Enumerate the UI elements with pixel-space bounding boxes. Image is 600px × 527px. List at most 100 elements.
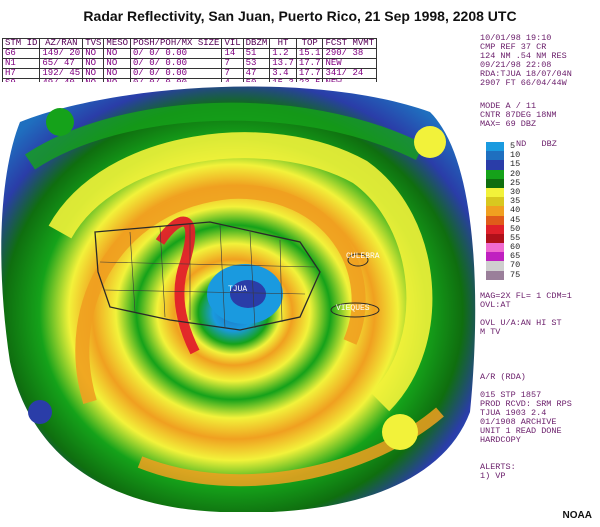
table-row: H7 192/ 45 NO NO 0/ 0/ 0.00 7 47 3.4 17.7 341/ 24	[1, 68, 378, 79]
legend-header-nd: ND	[516, 139, 527, 149]
spiral-band-3	[155, 216, 200, 355]
panel-line: RDA:TJUA 18/07/04N	[480, 69, 572, 79]
panel-top-lines: 10/01/98 19:10 CMP REF 37 CR 124 NM .54 NM…	[480, 34, 600, 88]
legend-label: 40	[510, 205, 521, 216]
panel-line	[480, 346, 572, 355]
figure-title: Radar Reflectivity, San Juan, Puerto Ric…	[83, 8, 517, 24]
table-cell: 17.7	[295, 58, 324, 69]
cell-table-header-cell: TVS	[82, 38, 105, 49]
legend-label: 60	[510, 242, 521, 253]
echo-cell	[382, 414, 418, 450]
legend-label: 20	[510, 168, 521, 179]
legend-swatch	[486, 233, 504, 244]
panel-line: M TV	[480, 327, 501, 337]
legend-header-dbz: DBZ	[541, 139, 557, 149]
panel-line: PROD RCVD: SRM RPS	[480, 399, 572, 409]
tjua-label: TJUA	[228, 285, 248, 294]
legend-swatch	[486, 197, 504, 207]
cell-table-header-cell: TOP	[295, 38, 324, 49]
cell-table-header-cell: POSH/POH/MX SIZE	[130, 38, 223, 49]
table-cell: 149/ 20	[39, 48, 84, 59]
legend-swatch	[486, 243, 504, 253]
table-cell: NO	[82, 68, 105, 79]
spiral-band-4	[25, 102, 425, 170]
panel-line: 124 NM .54 NM RES	[480, 51, 567, 61]
echo-cell	[414, 126, 446, 158]
legend-label: 30	[510, 186, 521, 197]
cell-table-header-cell: HT	[269, 38, 297, 49]
table-cell: 7	[221, 58, 244, 69]
legend-label: 10	[510, 150, 521, 161]
cell-table-header: STM ID AZ/RAN TVS MESO POSH/POH/MX SIZE VIL DB…	[1, 38, 378, 49]
panel-line: CMP REF 37 CR	[480, 42, 547, 52]
panel-line: OVL:AT	[480, 300, 511, 310]
table-cell: 15.1	[295, 48, 324, 59]
cell-table-header-cell: MESO	[103, 38, 132, 49]
table-row: G6 149/ 20 NO NO 0/ 0/ 0.00 14 51 1.2 15.1 290/ 3…	[1, 48, 378, 59]
legend-swatch	[486, 187, 504, 198]
table-cell: 0/ 0/ 0.00	[130, 68, 223, 79]
echo-cell	[46, 108, 74, 136]
legend-label: 5	[510, 141, 516, 151]
radar-svg	[0, 82, 480, 512]
legend-label: 70	[510, 260, 521, 271]
panel-line: 2907 FT 66/04/44W	[480, 78, 567, 88]
table-cell: NO	[103, 58, 132, 69]
panel-line: 015 STP 1857	[480, 390, 542, 400]
panel-line: MAG=2X FL= 1 CDM=1	[480, 291, 572, 301]
panel-line: 10/01/98 19:10	[480, 33, 552, 43]
table-cell: 3.4	[269, 68, 297, 79]
legend-label: 15	[510, 159, 521, 170]
table-cell: 341/ 24	[322, 68, 378, 79]
cell-table-header-cell: DBZM	[242, 38, 271, 49]
panel-line: OVL U/A:AN HI ST	[480, 318, 562, 328]
legend-label: 65	[510, 251, 521, 262]
spiral-band-1	[48, 132, 433, 412]
panel-line: 01/1908 ARCHIVE	[480, 417, 557, 427]
legend-swatch	[486, 224, 504, 234]
cell-table-header-cell: VIL	[221, 38, 244, 49]
table-cell: H7	[1, 68, 41, 79]
legend-label: 25	[510, 177, 521, 188]
table-cell: G6	[1, 48, 41, 59]
legend-label: 75	[510, 269, 521, 280]
legend-header: ND DBZ	[516, 140, 557, 149]
legend-swatch	[486, 215, 504, 225]
table-cell: N1	[1, 58, 41, 69]
table-cell: 65/ 47	[39, 58, 84, 69]
legend-swatch	[486, 178, 504, 188]
vieques-outline	[330, 302, 380, 318]
table-cell: 1.2	[269, 48, 297, 59]
status-panel: 10/01/98 19:10 CMP REF 37 CR 124 NM .54 NM…	[480, 34, 600, 504]
panel-line	[480, 337, 572, 346]
panel-line: 1) VP	[480, 471, 506, 481]
panel-line	[480, 355, 572, 364]
panel-line: ALERTS:	[480, 462, 516, 472]
table-row: N1 65/ 47 NO NO 0/ 0/ 0.00 7 53 13.7 17.7 NEW	[1, 58, 378, 69]
table-cell: 0/ 0/ 0.00	[130, 48, 223, 59]
table-cell: 17.7	[295, 68, 324, 79]
table-cell: 290/ 38	[322, 48, 378, 59]
table-cell: 13.7	[269, 58, 297, 69]
legend-label: 55	[510, 232, 521, 243]
table-cell: 53	[242, 58, 271, 69]
cell-table-header-cell: FCST MVMT	[322, 38, 378, 49]
legend-swatch	[486, 270, 504, 280]
table-cell: 192/ 45	[39, 68, 84, 79]
panel-line: A/R (RDA)	[480, 372, 526, 382]
panel-line: MODE A / 11	[480, 101, 537, 111]
table-cell: 0/ 0/ 0.00	[130, 58, 223, 69]
vieques-label: VIEQUES	[336, 304, 370, 313]
radar-map[interactable]: CULEBRA VIEQUES TJUA	[0, 82, 480, 512]
table-cell: 47	[242, 68, 271, 79]
table-cell: 7	[221, 68, 244, 79]
cell-table-header-cell: STM ID	[1, 38, 41, 49]
legend-swatch	[486, 206, 504, 216]
puerto-rico-outline	[94, 221, 321, 331]
table-cell: 14	[221, 48, 244, 59]
municipio-lines	[99, 224, 316, 329]
legend-label: 35	[510, 196, 521, 207]
culebra-label: CULEBRA	[346, 252, 380, 261]
panel-line: HARDCOPY	[480, 435, 521, 445]
table-cell: NO	[103, 48, 132, 59]
